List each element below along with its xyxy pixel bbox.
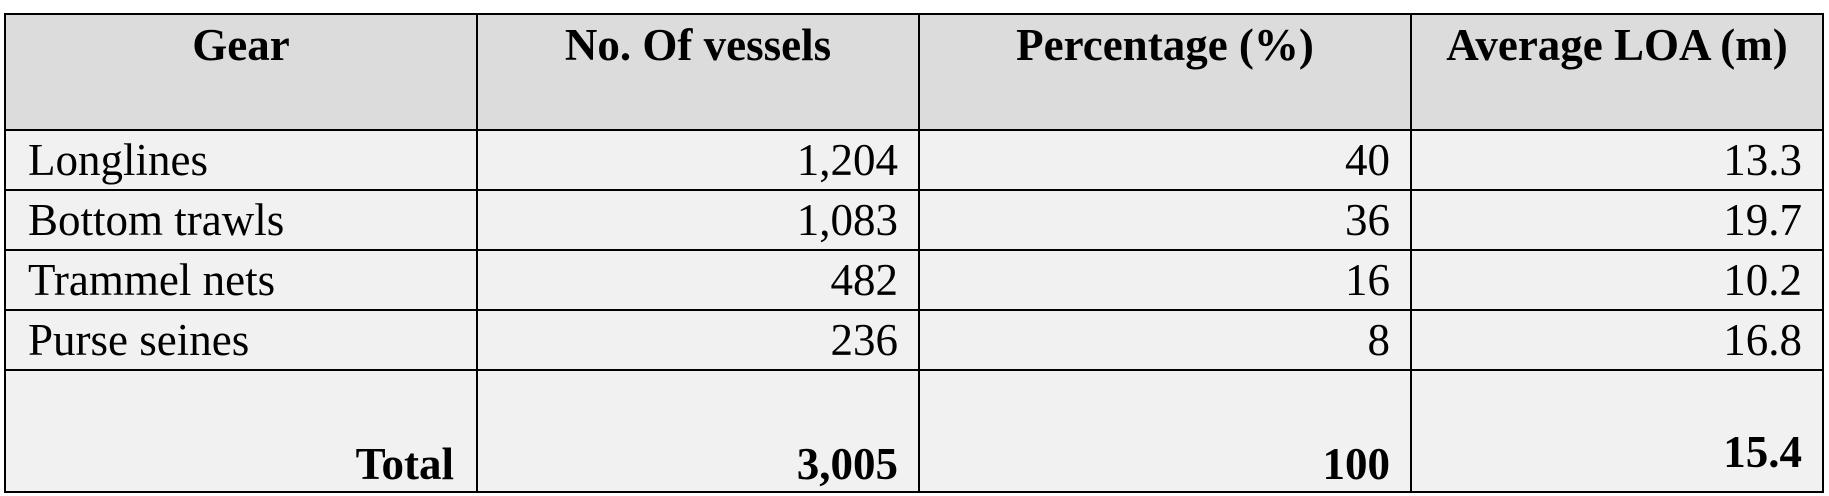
- header-no-of-vessels: No. Of vessels: [476, 13, 920, 131]
- table-row: Trammel nets 482 16 10.2: [4, 249, 1824, 311]
- gear-cell: Longlines: [4, 129, 478, 191]
- vessels-cell: 1,204: [476, 129, 920, 191]
- total-row: Total 3,005 100 15.4: [4, 369, 1824, 493]
- percentage-cell: 36: [918, 189, 1412, 251]
- header-percentage: Percentage (%): [918, 13, 1412, 131]
- vessels-cell: 482: [476, 249, 920, 311]
- table-header-row: Gear No. Of vessels Percentage (%) Avera…: [4, 13, 1824, 131]
- gear-cell: Purse seines: [4, 309, 478, 371]
- total-percentage: 100: [918, 369, 1412, 493]
- loa-cell: 13.3: [1410, 129, 1824, 191]
- percentage-cell: 40: [918, 129, 1412, 191]
- vessels-cell: 1,083: [476, 189, 920, 251]
- total-average-loa: 15.4: [1410, 369, 1824, 493]
- header-gear: Gear: [4, 13, 478, 131]
- gear-vessels-table: Gear No. Of vessels Percentage (%) Avera…: [4, 13, 1824, 493]
- table-row: Bottom trawls 1,083 36 19.7: [4, 189, 1824, 251]
- table-row: Longlines 1,204 40 13.3: [4, 129, 1824, 191]
- loa-cell: 10.2: [1410, 249, 1824, 311]
- loa-cell: 16.8: [1410, 309, 1824, 371]
- percentage-cell: 8: [918, 309, 1412, 371]
- vessels-cell: 236: [476, 309, 920, 371]
- loa-cell: 19.7: [1410, 189, 1824, 251]
- table-row: Purse seines 236 8 16.8: [4, 309, 1824, 371]
- total-label: Total: [4, 369, 478, 493]
- header-average-loa: Average LOA (m): [1410, 13, 1824, 131]
- gear-cell: Trammel nets: [4, 249, 478, 311]
- percentage-cell: 16: [918, 249, 1412, 311]
- gear-cell: Bottom trawls: [4, 189, 478, 251]
- total-vessels: 3,005: [476, 369, 920, 493]
